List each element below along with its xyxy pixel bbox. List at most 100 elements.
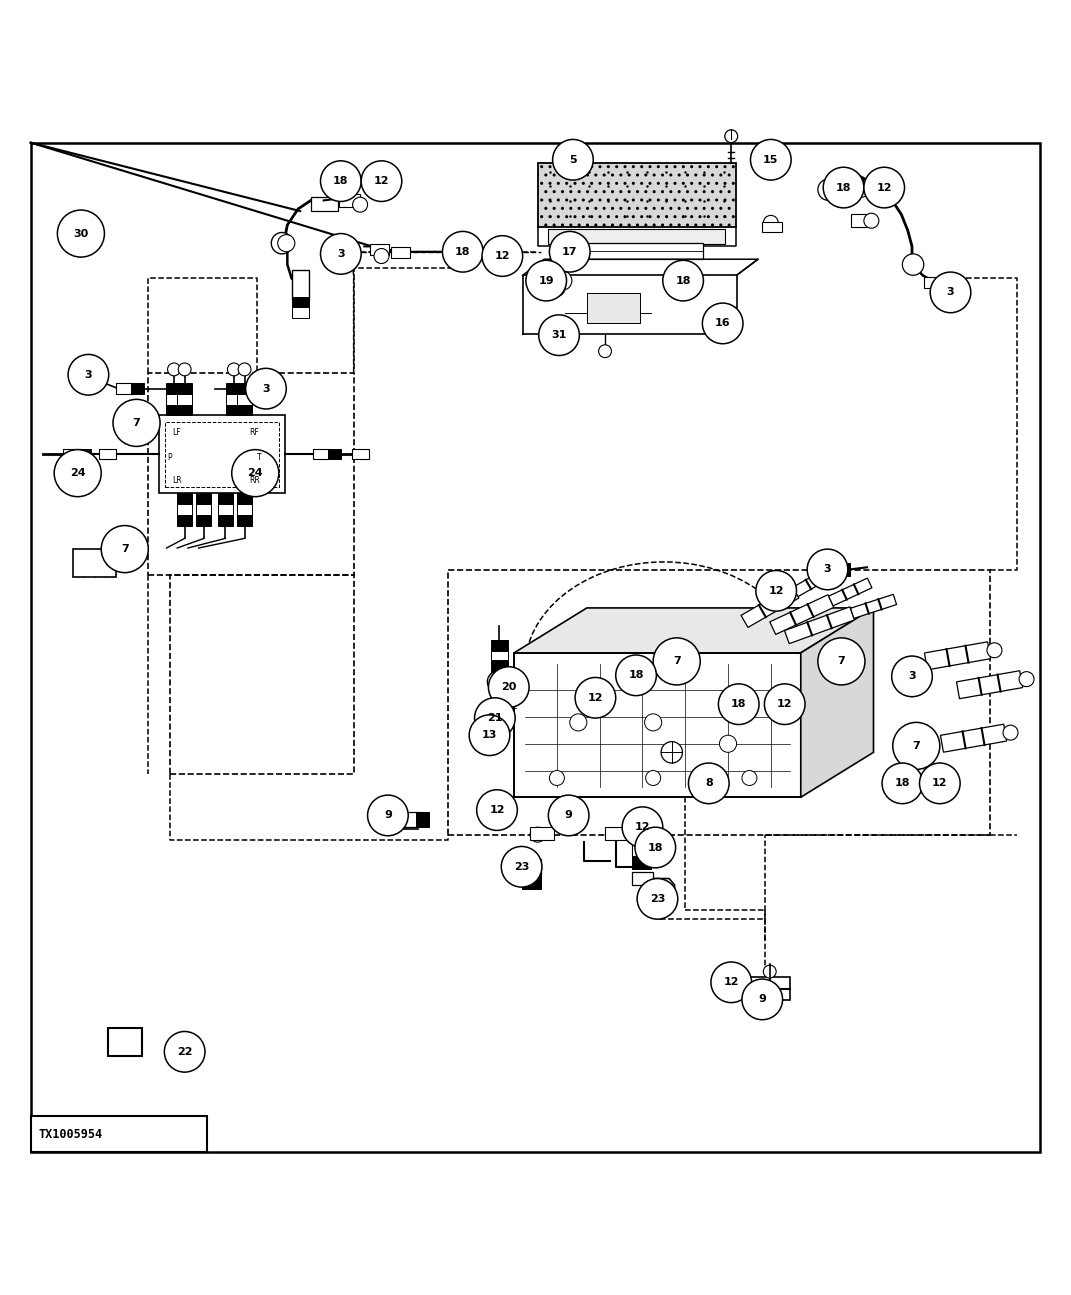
Bar xyxy=(605,828,629,840)
Circle shape xyxy=(766,589,781,605)
Bar xyxy=(237,383,252,394)
Circle shape xyxy=(178,363,191,376)
Circle shape xyxy=(645,714,662,730)
Bar xyxy=(166,394,181,405)
Circle shape xyxy=(553,271,572,290)
Bar xyxy=(177,515,192,526)
Bar xyxy=(217,515,232,526)
Text: 12: 12 xyxy=(495,251,510,262)
Text: 18: 18 xyxy=(333,176,348,186)
Circle shape xyxy=(488,667,529,707)
Bar xyxy=(587,294,640,324)
Bar xyxy=(522,874,541,890)
Circle shape xyxy=(546,277,565,297)
Circle shape xyxy=(719,684,759,724)
Bar xyxy=(530,828,554,840)
Circle shape xyxy=(756,571,797,611)
Bar xyxy=(351,448,368,460)
Text: T: T xyxy=(257,453,262,462)
Circle shape xyxy=(742,771,757,786)
Circle shape xyxy=(482,236,523,276)
Circle shape xyxy=(474,698,515,738)
Bar xyxy=(166,383,181,394)
Text: 18: 18 xyxy=(648,843,663,852)
Text: TX1005954: TX1005954 xyxy=(39,1128,102,1141)
Polygon shape xyxy=(940,724,1007,752)
Text: 13: 13 xyxy=(482,730,497,741)
Circle shape xyxy=(164,1032,205,1072)
Circle shape xyxy=(864,214,879,228)
Polygon shape xyxy=(514,607,874,653)
Text: RF: RF xyxy=(248,427,258,436)
Bar xyxy=(196,515,211,526)
Bar xyxy=(750,976,790,1001)
Polygon shape xyxy=(956,671,1023,699)
Bar xyxy=(557,251,568,263)
Circle shape xyxy=(616,655,657,695)
Text: 24: 24 xyxy=(247,469,263,478)
Bar xyxy=(924,277,944,287)
Circle shape xyxy=(271,233,292,254)
Circle shape xyxy=(751,140,791,180)
Bar xyxy=(632,872,653,884)
Circle shape xyxy=(818,638,865,685)
Text: LR: LR xyxy=(171,475,181,484)
Circle shape xyxy=(646,771,661,786)
Bar xyxy=(237,394,252,405)
Bar xyxy=(237,405,252,416)
Circle shape xyxy=(883,763,923,804)
Circle shape xyxy=(320,161,361,202)
Circle shape xyxy=(455,249,470,263)
Bar xyxy=(767,579,782,589)
Circle shape xyxy=(477,790,517,830)
Text: 3: 3 xyxy=(85,370,92,379)
Text: 12: 12 xyxy=(776,699,793,710)
Bar xyxy=(196,493,211,504)
Polygon shape xyxy=(924,642,991,670)
Text: 18: 18 xyxy=(676,276,691,286)
Bar xyxy=(237,504,252,515)
Bar xyxy=(416,812,428,828)
Bar xyxy=(227,383,240,394)
Bar xyxy=(396,812,420,828)
Circle shape xyxy=(374,249,389,263)
Bar xyxy=(196,504,211,515)
Circle shape xyxy=(711,962,752,1002)
Text: 31: 31 xyxy=(552,330,567,341)
Circle shape xyxy=(277,234,295,251)
Bar xyxy=(914,773,929,789)
Circle shape xyxy=(637,878,678,919)
Circle shape xyxy=(352,197,367,212)
Text: 3: 3 xyxy=(908,671,916,681)
Circle shape xyxy=(808,549,848,589)
Bar xyxy=(166,405,181,416)
Bar xyxy=(217,504,232,515)
Bar xyxy=(481,247,500,258)
Polygon shape xyxy=(850,594,896,619)
Circle shape xyxy=(575,677,616,719)
Circle shape xyxy=(661,742,682,763)
Circle shape xyxy=(1020,672,1034,686)
Circle shape xyxy=(765,684,805,724)
Text: 23: 23 xyxy=(650,894,665,904)
Bar xyxy=(514,653,801,798)
Bar xyxy=(557,264,568,276)
Circle shape xyxy=(855,183,870,197)
Circle shape xyxy=(231,449,278,497)
Text: 20: 20 xyxy=(501,682,516,692)
Circle shape xyxy=(599,344,612,357)
Text: 21: 21 xyxy=(487,714,502,723)
Text: 9: 9 xyxy=(384,811,392,821)
Circle shape xyxy=(503,684,514,694)
Circle shape xyxy=(635,828,676,868)
Circle shape xyxy=(903,254,924,276)
Circle shape xyxy=(824,167,864,208)
Text: 17: 17 xyxy=(562,247,577,256)
Bar xyxy=(491,662,508,671)
Circle shape xyxy=(549,232,590,272)
Circle shape xyxy=(526,260,567,300)
Bar xyxy=(78,448,91,460)
Polygon shape xyxy=(793,566,835,597)
Bar xyxy=(522,860,541,874)
Text: 12: 12 xyxy=(932,778,948,789)
